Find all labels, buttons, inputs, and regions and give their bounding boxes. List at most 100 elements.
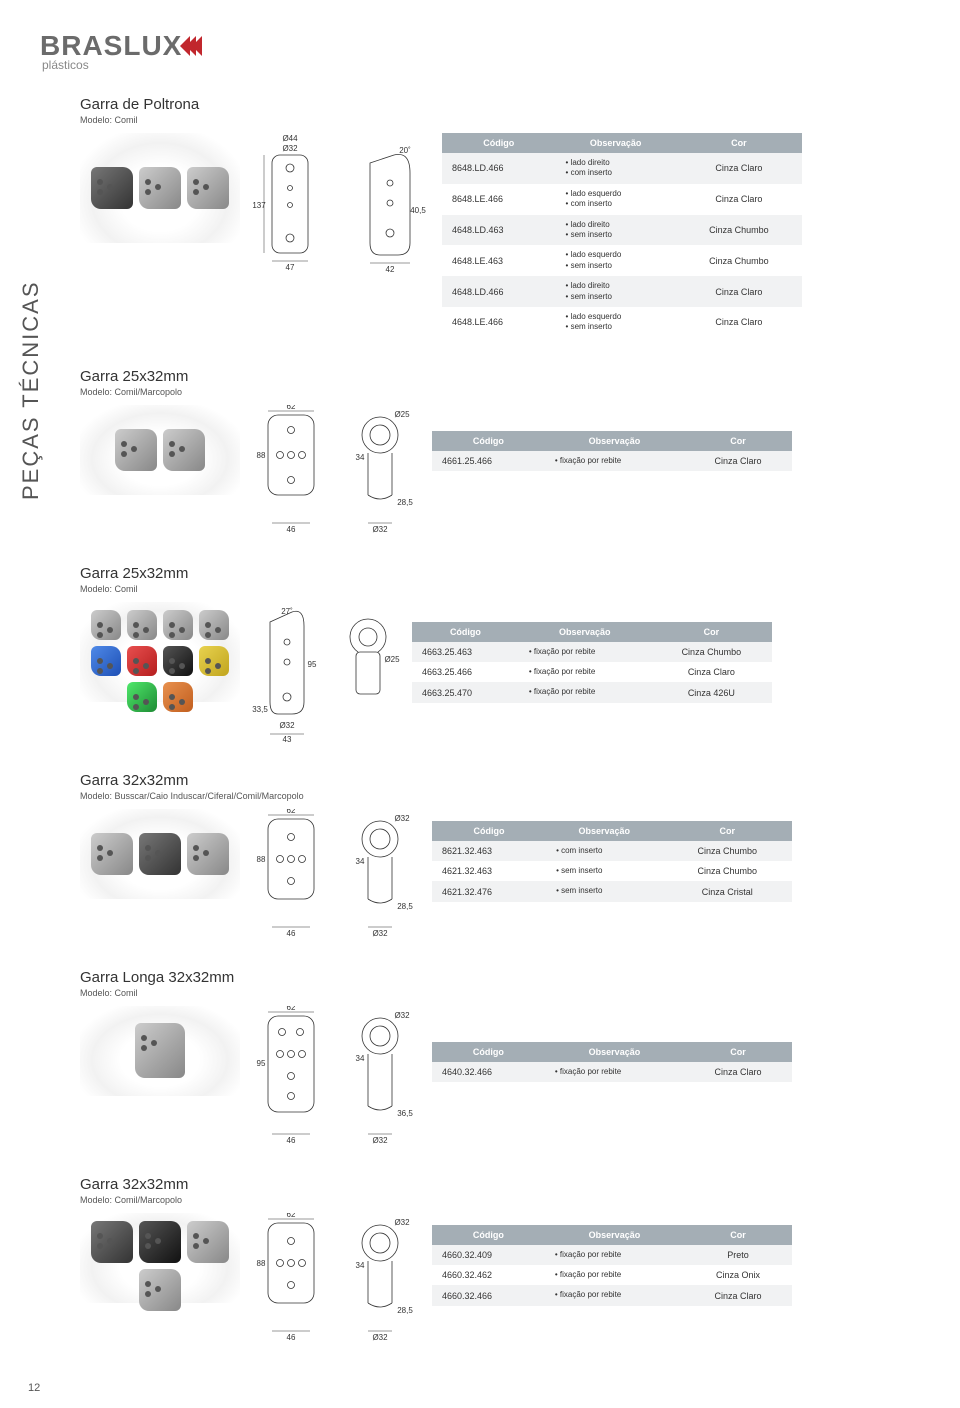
section-garra-25x32-a: Garra 25x32mm Modelo: Comil/Marcopolo 62… bbox=[80, 368, 920, 535]
th-obs: Observação bbox=[556, 133, 676, 153]
dim-base: 33,5 bbox=[252, 705, 268, 714]
cell-obs: • fixação por rebite bbox=[519, 682, 651, 702]
table-row: 4663.25.463• fixação por rebiteCinza Chu… bbox=[412, 642, 772, 662]
dim-hh: 34 bbox=[356, 857, 365, 866]
table-row: 4660.32.462• fixação por rebiteCinza Oni… bbox=[432, 1265, 792, 1285]
table-row: 4640.32.466• fixação por rebiteCinza Cla… bbox=[432, 1062, 792, 1082]
th-cor: Cor bbox=[651, 622, 772, 642]
page-number: 12 bbox=[28, 1382, 40, 1394]
product-photo bbox=[80, 405, 240, 495]
cell-cor: Cinza Claro bbox=[676, 307, 802, 338]
cell-cor: Cinza Claro bbox=[684, 1285, 792, 1305]
cell-obs: • lado direito• sem inserto bbox=[556, 215, 676, 246]
dim-bh: 28,5 bbox=[397, 1306, 413, 1315]
brand-chevron-icon bbox=[184, 36, 202, 56]
dim-w: 62 bbox=[287, 405, 296, 411]
dim-gap: 40,5 bbox=[410, 206, 426, 215]
data-table: Código Observação Cor 4640.32.466• fixaç… bbox=[432, 1042, 792, 1082]
technical-drawings: Ø44 Ø32 137 47 20˚ 40,5 42 bbox=[252, 133, 430, 273]
table-body: 4660.32.409• fixação por rebitePreto4660… bbox=[432, 1245, 792, 1306]
dim-b: 46 bbox=[287, 1136, 296, 1145]
cell-obs: • com inserto bbox=[546, 841, 662, 861]
table-row: 4648.LD.463• lado direito• sem insertoCi… bbox=[442, 215, 802, 246]
cell-codigo: 4660.32.409 bbox=[432, 1245, 545, 1265]
cell-codigo: 4648.LD.463 bbox=[442, 215, 556, 246]
dim-h: 88 bbox=[257, 1259, 266, 1268]
table-row: 8648.LD.466• lado direito• com insertoCi… bbox=[442, 153, 802, 184]
section-title: Garra de Poltrona bbox=[80, 96, 920, 113]
cell-cor: Cinza Chumbo bbox=[663, 841, 792, 861]
section-title: Garra Longa 32x32mm bbox=[80, 969, 920, 986]
cell-cor: Cinza Chumbo bbox=[676, 245, 802, 276]
section-model: Modelo: Comil bbox=[80, 988, 920, 998]
technical-drawings: 62 88 46 Ø32 34 28,5 bbox=[252, 809, 420, 939]
technical-drawings: 27˚ 95 33,5 Ø32 43 Ø25 bbox=[252, 602, 400, 742]
cell-obs: • fixação por rebite bbox=[545, 451, 684, 471]
dim-b: 46 bbox=[287, 1333, 296, 1342]
product-photo bbox=[80, 133, 240, 243]
th-cor: Cor bbox=[684, 431, 792, 451]
dim-h: 95 bbox=[308, 660, 317, 669]
section-title: Garra 32x32mm bbox=[80, 1176, 920, 1193]
dim-d1: Ø32 bbox=[394, 1218, 410, 1227]
cell-codigo: 4648.LE.466 bbox=[442, 307, 556, 338]
cell-codigo: 4640.32.466 bbox=[432, 1062, 545, 1082]
th-cor: Cor bbox=[684, 1042, 792, 1062]
cell-cor: Cinza Claro bbox=[651, 662, 772, 682]
section-garra-25x32-b: Garra 25x32mm Modelo: Comil 27˚ 95 33,5 … bbox=[80, 565, 920, 742]
technical-drawings: 62 88 46 Ø32 34 28,5 bbox=[252, 1213, 420, 1343]
cell-obs: • fixação por rebite bbox=[545, 1265, 684, 1285]
cell-codigo: 4663.25.466 bbox=[412, 662, 519, 682]
product-photo bbox=[80, 602, 240, 702]
dim-bh: 28,5 bbox=[397, 902, 413, 911]
cell-obs: • lado esquerdo• sem inserto bbox=[556, 307, 676, 338]
cell-cor: Cinza Onix bbox=[684, 1265, 792, 1285]
table-body: 4663.25.463• fixação por rebiteCinza Chu… bbox=[412, 642, 772, 703]
table-body: 8648.LD.466• lado direito• com insertoCi… bbox=[442, 153, 802, 338]
th-cor: Cor bbox=[676, 133, 802, 153]
dim-w: 62 bbox=[287, 809, 296, 815]
section-title: Garra 25x32mm bbox=[80, 368, 920, 385]
dim-w2: 42 bbox=[386, 265, 395, 273]
section-model: Modelo: Comil/Marcopolo bbox=[80, 1195, 920, 1205]
cell-cor: Cinza Claro bbox=[676, 276, 802, 307]
dim-d2: Ø32 bbox=[372, 1136, 388, 1145]
cell-codigo: 4663.25.463 bbox=[412, 642, 519, 662]
section-garra-32x32-a: Garra 32x32mm Modelo: Busscar/Caio Indus… bbox=[80, 772, 920, 939]
th-obs: Observação bbox=[519, 622, 651, 642]
cell-obs: • fixação por rebite bbox=[519, 642, 651, 662]
dim-d2: Ø32 bbox=[372, 929, 388, 938]
dim-hh: 34 bbox=[356, 1054, 365, 1063]
th-codigo: Código bbox=[412, 622, 519, 642]
cell-cor: Preto bbox=[684, 1245, 792, 1265]
cell-obs: • sem inserto bbox=[546, 881, 662, 901]
table-row: 4661.25.466• fixação por rebiteCinza Cla… bbox=[432, 451, 792, 471]
product-photo bbox=[80, 809, 240, 899]
side-label: PEÇAS TÉCNICAS bbox=[18, 280, 44, 500]
table-row: 4660.32.466• fixação por rebiteCinza Cla… bbox=[432, 1285, 792, 1305]
data-table: Código Observação Cor 8648.LD.466• lado … bbox=[442, 133, 802, 338]
cell-cor: Cinza Claro bbox=[676, 184, 802, 215]
th-codigo: Código bbox=[442, 133, 556, 153]
dim-ang: 20˚ bbox=[399, 146, 411, 155]
dim-w: 43 bbox=[283, 735, 292, 742]
cell-obs: • fixação por rebite bbox=[519, 662, 651, 682]
table-row: 4663.25.466• fixação por rebiteCinza Cla… bbox=[412, 662, 772, 682]
th-obs: Observação bbox=[546, 821, 662, 841]
th-codigo: Código bbox=[432, 1042, 545, 1062]
dim-d2: Ø32 bbox=[372, 525, 388, 534]
cell-obs: • lado direito• sem inserto bbox=[556, 276, 676, 307]
dim-hh: 34 bbox=[356, 453, 365, 462]
cell-cor: Cinza Cristal bbox=[663, 881, 792, 901]
cell-cor: Cinza Claro bbox=[684, 451, 792, 471]
cell-obs: • fixação por rebite bbox=[545, 1285, 684, 1305]
dim-d2: Ø25 bbox=[384, 655, 400, 664]
dim-w1: 47 bbox=[286, 263, 295, 272]
data-table: Código Observação Cor 4661.25.466• fixaç… bbox=[432, 431, 792, 471]
dim-h: 88 bbox=[257, 855, 266, 864]
cell-obs: • fixação por rebite bbox=[545, 1062, 684, 1082]
cell-obs: • lado esquerdo• sem inserto bbox=[556, 245, 676, 276]
table-body: 4640.32.466• fixação por rebiteCinza Cla… bbox=[432, 1062, 792, 1082]
dim-d: Ø32 bbox=[279, 721, 295, 730]
cell-cor: Cinza Chumbo bbox=[651, 642, 772, 662]
